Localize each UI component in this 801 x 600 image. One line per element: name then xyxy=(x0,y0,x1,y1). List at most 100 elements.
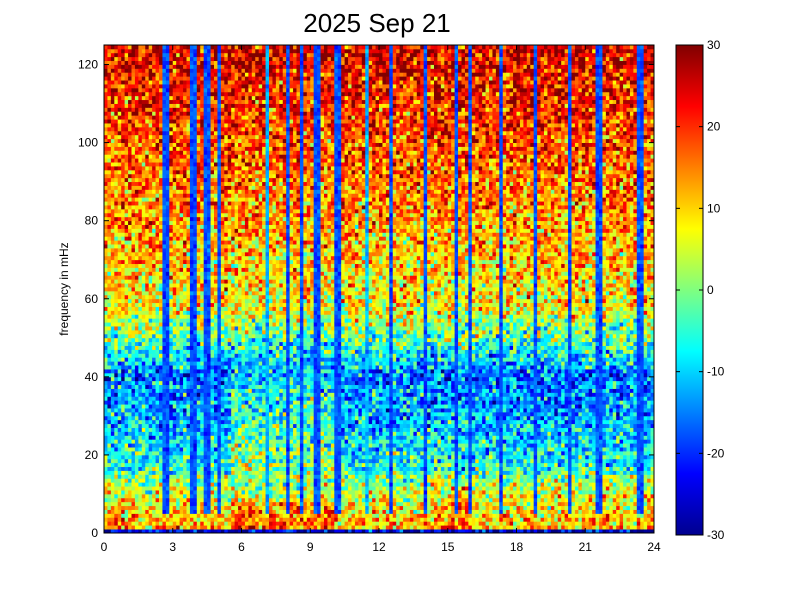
heatmap-cell xyxy=(152,150,156,154)
heatmap-cell xyxy=(180,53,184,57)
heatmap-cell xyxy=(228,412,232,416)
heatmap-cell xyxy=(166,318,170,322)
heatmap-cell xyxy=(138,318,142,322)
heatmap-cell xyxy=(135,107,139,111)
heatmap-cell xyxy=(224,381,228,385)
heatmap-cell xyxy=(235,510,239,514)
heatmap-cell xyxy=(190,521,194,525)
heatmap-cell xyxy=(118,186,122,190)
heatmap-cell xyxy=(114,455,118,459)
heatmap-cell xyxy=(111,474,115,478)
heatmap-cell xyxy=(107,150,111,154)
heatmap-cell xyxy=(138,96,142,100)
heatmap-cell xyxy=(187,342,191,346)
heatmap-cell xyxy=(125,107,129,111)
heatmap-cell xyxy=(121,307,125,311)
heatmap-cell xyxy=(183,100,187,104)
heatmap-cell xyxy=(176,135,180,139)
heatmap-cell xyxy=(200,57,204,61)
heatmap-cell xyxy=(221,68,225,72)
heatmap-cell xyxy=(118,435,122,439)
heatmap-cell xyxy=(156,115,160,119)
heatmap-cell xyxy=(231,361,235,365)
heatmap-cell xyxy=(180,92,184,96)
heatmap-cell xyxy=(135,271,139,275)
heatmap-cell xyxy=(211,342,215,346)
heatmap-cell xyxy=(204,158,208,162)
heatmap-cell xyxy=(214,513,218,517)
heatmap-cell xyxy=(214,318,218,322)
heatmap-cell xyxy=(156,318,160,322)
heatmap-cell xyxy=(193,111,197,115)
heatmap-cell xyxy=(162,322,166,326)
heatmap-cell xyxy=(121,517,125,521)
heatmap-cell xyxy=(121,439,125,443)
heatmap-cell xyxy=(193,346,197,350)
heatmap-cell xyxy=(125,408,129,412)
heatmap-cell xyxy=(107,404,111,408)
heatmap-cell xyxy=(138,350,142,354)
heatmap-cell xyxy=(159,486,163,490)
heatmap-cell xyxy=(183,111,187,115)
heatmap-cell xyxy=(214,350,218,354)
heatmap-cell xyxy=(197,131,201,135)
heatmap-cell xyxy=(235,373,239,377)
heatmap-cell xyxy=(138,451,142,455)
heatmap-cell xyxy=(183,166,187,170)
heatmap-cell xyxy=(166,310,170,314)
heatmap-cell xyxy=(169,412,173,416)
heatmap-cell xyxy=(176,513,180,517)
heatmap-cell xyxy=(142,182,146,186)
heatmap-cell xyxy=(190,232,194,236)
heatmap-cell xyxy=(111,307,115,311)
heatmap-cell xyxy=(128,513,132,517)
heatmap-cell xyxy=(138,498,142,502)
heatmap-cell xyxy=(142,513,146,517)
heatmap-cell xyxy=(228,111,232,115)
heatmap-cell xyxy=(145,193,149,197)
heatmap-cell xyxy=(217,494,221,498)
heatmap-cell xyxy=(176,186,180,190)
heatmap-cell xyxy=(176,443,180,447)
heatmap-cell xyxy=(104,232,108,236)
heatmap-cell xyxy=(114,416,118,420)
heatmap-cell xyxy=(104,408,108,412)
heatmap-cell xyxy=(111,228,115,232)
heatmap-cell xyxy=(142,135,146,139)
heatmap-cell xyxy=(138,443,142,447)
heatmap-cell xyxy=(197,189,201,193)
heatmap-cell xyxy=(200,158,204,162)
heatmap-cell xyxy=(156,283,160,287)
heatmap-cell xyxy=(214,416,218,420)
heatmap-cell xyxy=(183,72,187,76)
heatmap-cell xyxy=(145,209,149,213)
heatmap-cell xyxy=(159,322,163,326)
heatmap-cell xyxy=(190,432,194,436)
heatmap-cell xyxy=(224,330,228,334)
heatmap-cell xyxy=(135,178,139,182)
heatmap-cell xyxy=(231,213,235,217)
heatmap-cell xyxy=(125,443,129,447)
heatmap-cell xyxy=(235,213,239,217)
heatmap-cell xyxy=(183,123,187,127)
heatmap-cell xyxy=(121,49,125,53)
heatmap-cell xyxy=(214,385,218,389)
heatmap-cell xyxy=(224,432,228,436)
heatmap-cell xyxy=(121,389,125,393)
heatmap-cell xyxy=(207,88,211,92)
heatmap-cell xyxy=(197,432,201,436)
heatmap-cell xyxy=(114,521,118,525)
heatmap-cell xyxy=(128,404,132,408)
heatmap-cell xyxy=(190,107,194,111)
heatmap-cell xyxy=(197,334,201,338)
heatmap-cell xyxy=(173,119,177,123)
heatmap-cell xyxy=(190,525,194,529)
heatmap-cell xyxy=(207,61,211,65)
heatmap-cell xyxy=(183,392,187,396)
heatmap-cell xyxy=(180,197,184,201)
heatmap-cell xyxy=(231,287,235,291)
heatmap-cell xyxy=(214,178,218,182)
heatmap-cell xyxy=(107,115,111,119)
heatmap-cell xyxy=(183,455,187,459)
heatmap-cell xyxy=(228,240,232,244)
